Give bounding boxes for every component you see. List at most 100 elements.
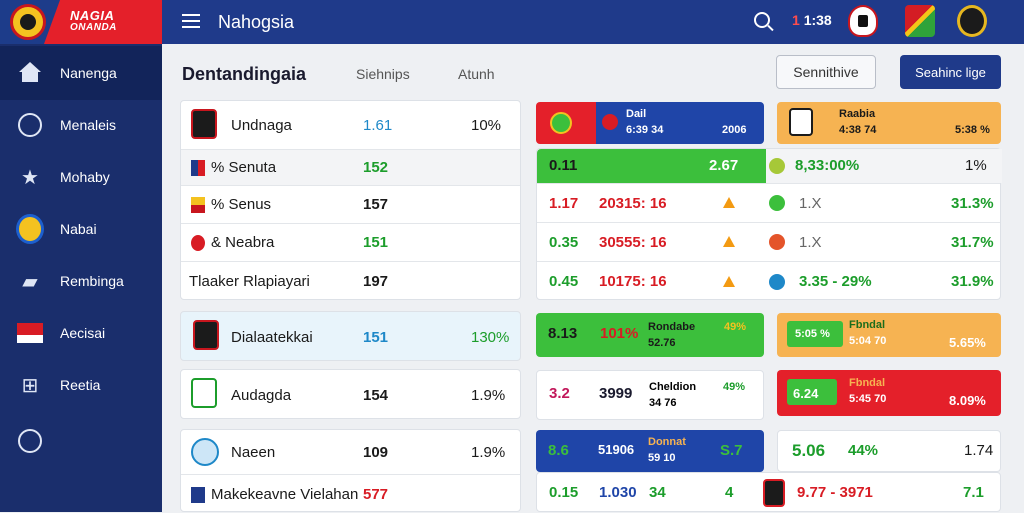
table-row[interactable]: Undnaga 1.61 10% (181, 101, 520, 149)
team-stat: 154 (363, 386, 389, 404)
table-row[interactable]: 1.17 20315: 16 1.X 31.3% (537, 183, 1000, 222)
odds-value[interactable]: 3.35 - 29% (799, 273, 872, 290)
sidebar: Nanenga Menaleis ★ Mohaby Nabai ▰ Rembin… (0, 44, 162, 512)
flag-icon (16, 319, 44, 347)
grid-icon: ⊞ (21, 374, 39, 397)
sidebar-item-label: Aecisai (60, 325, 106, 341)
primary-button[interactable]: Seahinc lige (900, 55, 1001, 89)
table-row[interactable]: % Senus 157 (181, 185, 520, 223)
sidebar-item-aecisai[interactable]: Aecisai (0, 306, 162, 360)
table-row[interactable]: 0.35 30555: 16 1.X 31.7% (537, 222, 1000, 261)
team-logo-icon (191, 378, 217, 408)
match-time: 6:39 34 (626, 124, 664, 136)
sidebar-item-home[interactable]: Nanenga (0, 46, 162, 100)
clock-icon (16, 111, 44, 139)
match-card[interactable]: Raabia 4:38 74 5:38 % (777, 102, 1001, 144)
standings-card[interactable]: Audagda 154 1.9% (180, 369, 521, 419)
table-row[interactable]: Makekeavne Vielahan 577 (181, 474, 520, 513)
flag-icon (191, 235, 205, 251)
club-badge-icon (550, 112, 572, 134)
sidebar-item-label: Mohaby (60, 169, 110, 185)
odds-value[interactable]: 2.67 (709, 157, 739, 174)
warning-icon (723, 276, 735, 287)
club-crest-icon[interactable] (848, 5, 878, 37)
main-content: Dentandingaia Siehnips Atunh Sennithive … (162, 44, 1024, 512)
match-percent: 5.65% (949, 335, 986, 350)
status-icon (769, 195, 785, 211)
page-title: Dentandingaia (182, 64, 307, 84)
team-badge-icon (16, 214, 44, 244)
brand-subtitle: ONANDA (70, 22, 117, 33)
match-card[interactable]: 8.6 51906 Donnat 59 10 S.7 (536, 430, 764, 472)
app-title: Nahogsia (218, 12, 295, 32)
odds-value: 8.6 (548, 442, 569, 459)
odds-value[interactable]: 8,33:00% (795, 157, 860, 174)
odds-value[interactable]: 0.11 (549, 157, 578, 174)
brand-logo[interactable]: NAGIA ONANDA (0, 0, 162, 44)
secondary-button[interactable]: Sennithive (776, 55, 876, 89)
match-title: Rondabe (648, 321, 696, 333)
team-percent: 1.9% (471, 443, 506, 461)
team-logo-icon (191, 438, 219, 466)
player-name: Tlaaker Rlapiayari (189, 273, 310, 290)
odds-value[interactable]: 1.17 (549, 194, 579, 212)
odds-value[interactable]: 10175: 16 (599, 273, 667, 290)
match-card[interactable]: 5.06 44% 1.74 (777, 430, 1001, 472)
team-percent: 10% (471, 116, 502, 134)
live-score: 1 1:38 (792, 12, 832, 28)
standings-card: Naeen 109 1.9% Makekeavne Vielahan 577 (180, 429, 521, 512)
table-row[interactable]: % Senuta 152 (181, 149, 520, 185)
odds-value: 7.1 (963, 484, 984, 501)
sidebar-item-reetia[interactable]: ⊞ Reetia (0, 358, 162, 412)
table-row[interactable]: Tlaaker Rlapiayari 197 (181, 261, 520, 301)
match-card[interactable]: Dail 6:39 34 2006 (536, 102, 764, 144)
match-card[interactable]: 6.24 Fbndal 5:45 70 8.09% (777, 370, 1001, 416)
match-time: 5:45 70 (849, 393, 887, 405)
odds-value[interactable]: 20315: 16 (599, 194, 667, 212)
odds-value: 3.2 (549, 385, 570, 402)
table-row[interactable]: 0.45 10175: 16 3.35 - 29% 31.9% (537, 261, 1000, 301)
odds-value[interactable]: 1.X (799, 233, 822, 251)
sidebar-item-mohaby[interactable]: ★ Mohaby (0, 150, 162, 204)
match-title: Raabia (839, 108, 876, 120)
sidebar-item-menaleis[interactable]: Menaleis (0, 98, 162, 152)
table-row[interactable]: Naeen 109 1.9% (181, 430, 520, 474)
green-highlight (537, 149, 766, 183)
odds-value[interactable]: 1.X (799, 194, 822, 212)
match-card[interactable]: 3.2 3999 Cheldion 34 76 49% (536, 370, 764, 420)
club-badge-icon[interactable] (957, 5, 987, 37)
menu-icon[interactable] (182, 14, 200, 28)
odds-value[interactable]: 30555: 16 (599, 233, 667, 251)
tab-siehnips[interactable]: Siehnips (356, 66, 410, 82)
flag-icon[interactable] (905, 5, 935, 37)
match-card[interactable]: 8.13 101% Rondabe 52.76 49% (536, 313, 764, 357)
search-icon[interactable] (754, 12, 770, 28)
sidebar-item-label: Reetia (60, 377, 101, 393)
odds-value: 1.030 (599, 484, 637, 501)
tab-atunh[interactable]: Atunh (458, 66, 495, 82)
table-row[interactable]: & Neabra 151 (181, 223, 520, 261)
odds-value: 34 (649, 484, 666, 501)
top-bar: Nahogsia 1 1:38 (162, 0, 1024, 44)
team-name: Undnaga (231, 116, 292, 134)
standings-card[interactable]: Dialaatekkai 151 130% (180, 311, 521, 361)
odds-value: 9.77 - 3971 (797, 484, 873, 501)
sidebar-item-rembinga[interactable]: ▰ Rembinga (0, 254, 162, 308)
jersey-icon: ▰ (22, 270, 38, 293)
club-badge-icon (602, 114, 618, 130)
match-card[interactable]: 5:05 % Fbndal 5:04 70 5.65% (777, 313, 1001, 357)
match-value: 2006 (722, 124, 747, 136)
team-logo-icon (763, 479, 785, 507)
odds-percent: 1% (965, 157, 987, 174)
team-name: Naeen (231, 443, 276, 461)
team-logo-icon (191, 109, 217, 139)
odds-value[interactable]: 0.45 (549, 273, 579, 290)
odds-row[interactable]: 0.15 1.030 34 4 9.77 - 3971 7.1 (536, 472, 1001, 512)
match-title: Fbndal (849, 377, 886, 389)
sidebar-item-clock[interactable] (0, 414, 162, 468)
player-name: Makekeavne Vielahan (211, 485, 359, 503)
odds-value[interactable]: 0.35 (549, 233, 579, 251)
flag-icon (191, 160, 205, 176)
sidebar-item-nabai[interactable]: Nabai (0, 202, 162, 256)
team-stat: 109 (363, 443, 389, 461)
